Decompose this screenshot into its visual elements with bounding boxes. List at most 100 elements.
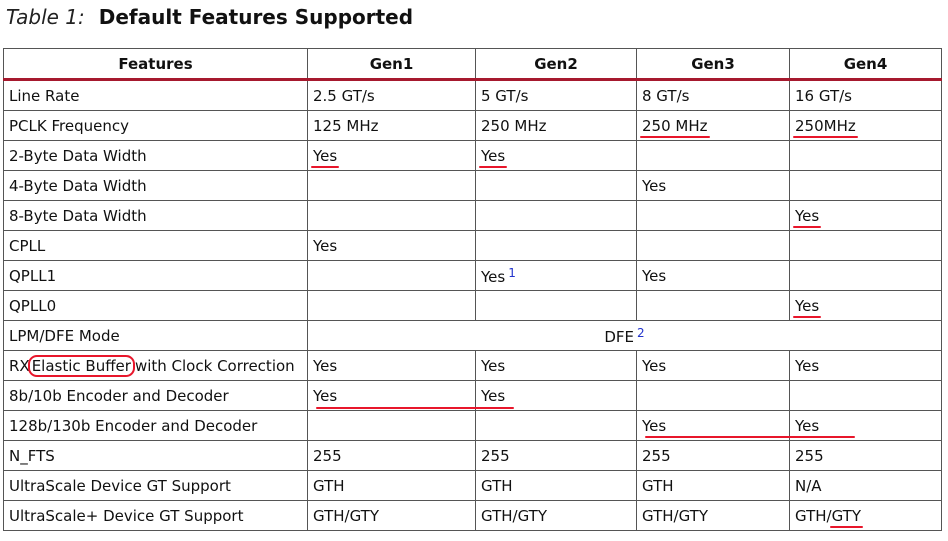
cell-gen2: GTH/GTY [475,500,637,531]
cell-gen1: 125 MHz [307,110,476,141]
feature-name: UltraScale Device GT Support [3,470,308,501]
cell-gen4 [789,380,942,411]
cell-gen2: 250 MHz [475,110,637,141]
underline-annotation: Yes [792,206,822,228]
cell-gen1: Yes [307,230,476,261]
feature-text-suffix: with Clock Correction [134,356,295,375]
cell-gen3 [636,200,790,231]
underline-annotation: Yes [310,146,340,168]
cell-gen2 [475,170,637,201]
feature-name: RX Elastic Buffer with Clock Correction [3,350,308,381]
cell-gen1 [307,260,476,291]
feature-name: N_FTS [3,440,308,471]
cell-gen3: 255 [636,440,790,471]
cell-gen2: Yes [475,350,637,381]
cell-gen1: GTH/GTY [307,500,476,531]
feature-name: Line Rate [3,79,308,111]
table-row: 4-Byte Data Width Yes [3,170,942,201]
cell-text: DFE [604,327,634,346]
feature-name: 8-Byte Data Width [3,200,308,231]
cell-gen2: Yes 1 [475,260,637,291]
cell-gen2 [475,290,637,321]
underline-annotation: Yes [792,296,822,318]
cell-gen3 [636,290,790,321]
cell-gen4: 250MHz [789,110,942,141]
header-gen1: Gen1 [307,48,476,81]
cell-gen4: 255 [789,440,942,471]
header-row: Features Gen1 Gen2 Gen3 Gen4 [3,48,942,81]
cell-gen1 [307,200,476,231]
underline-annotation: Yes [478,146,508,168]
cell-gen3 [636,230,790,261]
footnote-link[interactable]: 1 [508,265,516,280]
cell-gen2 [475,410,637,441]
cell-gen3: Yes [636,410,790,441]
cell-gen3: Yes [636,260,790,291]
feature-name: 2-Byte Data Width [3,140,308,171]
underline-annotation: 250MHz [793,116,858,138]
feature-name: 128b/130b Encoder and Decoder [3,410,308,441]
table-row: PCLK Frequency 125 MHz 250 MHz 250 MHz 2… [3,110,942,141]
underline-annotation: 250 MHz [640,116,709,138]
table-caption: Table 1: Default Features Supported [6,2,413,32]
cell-gen2 [475,200,637,231]
cell-gen1: GTH [307,470,476,501]
cell-gen1 [307,410,476,441]
cell-gen3 [636,380,790,411]
table-row: QPLL0 Yes [3,290,942,321]
cell-gen2 [475,230,637,261]
table-row: LPM/DFE Mode DFE 2 [3,320,942,351]
underline-annotation: GTY [829,506,864,528]
cell-gen2: Yes [475,140,637,171]
feature-name: QPLL0 [3,290,308,321]
cell-gen2: GTH [475,470,637,501]
table-row: 2-Byte Data Width Yes Yes [3,140,942,171]
feature-name: LPM/DFE Mode [3,320,308,351]
feature-name: 4-Byte Data Width [3,170,308,201]
cell-gen3: 250 MHz [636,110,790,141]
table-row: Line Rate 2.5 GT/s 5 GT/s 8 GT/s 16 GT/s [3,79,942,111]
table-row: QPLL1 Yes 1 Yes [3,260,942,291]
cell-gen1 [307,290,476,321]
cell-gen2: 255 [475,440,637,471]
table-row: 8b/10b Encoder and Decoder Yes Yes [3,380,942,411]
cell-gen4: GTH/GTY [789,500,942,531]
cell-gen3: GTH/GTY [636,500,790,531]
cell-gen3 [636,140,790,171]
strike-annotation-128b130b [645,436,855,438]
cell-gen1: Yes [307,140,476,171]
cell-gen2: 5 GT/s [475,79,637,111]
cell-gen4: Yes [789,350,942,381]
cell-gen4: Yes [789,290,942,321]
features-table: Features Gen1 Gen2 Gen3 Gen4 Line Rate 2… [3,48,942,531]
cell-gen1: Yes [307,350,476,381]
cell-gen4: 16 GT/s [789,79,942,111]
table-row: RX Elastic Buffer with Clock Correction Ye… [3,350,942,381]
cell-text-prefix: GTH/ [795,506,832,525]
header-gen4: Gen4 [789,48,942,81]
table-row: UltraScale Device GT Support GTH GTH GTH… [3,470,942,501]
footnote-link[interactable]: 2 [637,325,645,340]
header-features: Features [3,48,308,81]
cell-gen3: Yes [636,170,790,201]
cell-gen3: GTH [636,470,790,501]
cell-text: Yes [481,267,506,286]
cell-gen1: 2.5 GT/s [307,79,476,111]
feature-name: PCLK Frequency [3,110,308,141]
strike-annotation-8b10b [316,407,514,409]
table-row: 8-Byte Data Width Yes [3,200,942,231]
header-gen2: Gen2 [475,48,637,81]
cell-merged: DFE 2 [307,320,942,351]
table-row: CPLL Yes [3,230,942,261]
feature-name: UltraScale+ Device GT Support [3,500,308,531]
cell-gen1: Yes [307,380,476,411]
cell-gen4: Yes [789,200,942,231]
feature-name: 8b/10b Encoder and Decoder [3,380,308,411]
feature-name: QPLL1 [3,260,308,291]
cell-gen4: N/A [789,470,942,501]
table-title: Default Features Supported [98,5,414,29]
cell-gen4 [789,170,942,201]
table-row: N_FTS 255 255 255 255 [3,440,942,471]
circle-annotation: Elastic Buffer [27,354,135,377]
cell-gen1: 255 [307,440,476,471]
